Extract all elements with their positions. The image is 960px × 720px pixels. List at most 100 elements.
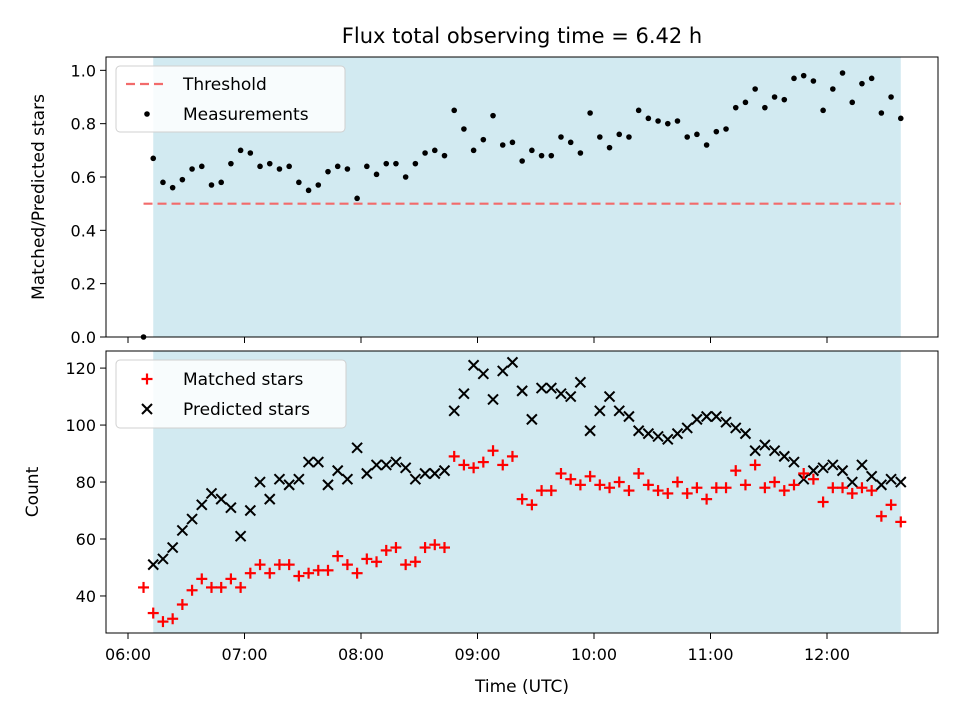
matched-star-point (788, 479, 800, 491)
predicted-star-point (234, 530, 247, 542)
matched-star-point (448, 450, 460, 462)
y-tick-label: 100 (65, 416, 96, 435)
measurement-point (645, 115, 652, 122)
matched-star-point (264, 567, 276, 579)
matched-star-point (837, 482, 849, 494)
predicted-star-point (497, 365, 509, 377)
predicted-star-point (739, 427, 752, 440)
measurement-point (859, 80, 865, 87)
measurement-point (635, 107, 642, 114)
predicted-star-point (827, 459, 839, 471)
measurement-point (878, 110, 885, 116)
matched-star-point (807, 473, 819, 485)
legend-plus-marker (141, 373, 153, 385)
predicted-star-point (254, 476, 266, 488)
predicted-star-point (399, 462, 412, 474)
y-tick-label: 0.0 (71, 328, 96, 347)
measurement-point (364, 163, 370, 170)
predicted-star-point (875, 479, 888, 491)
predicted-star-point (730, 422, 742, 434)
predicted-star-point (652, 430, 664, 443)
measurement-point (597, 134, 603, 140)
measurement-point (305, 187, 312, 194)
measurement-points (140, 70, 904, 340)
measurement-point (247, 150, 254, 156)
matched-star-point (526, 499, 538, 511)
ratio-panel: 0.0 0.2 0.4 0.6 0.8 1.0 Matched/Predicted sta… (29, 56, 939, 347)
predicted-star-point (186, 513, 198, 525)
measurement-point (470, 147, 477, 154)
matched-star-point (283, 559, 295, 571)
matched-star-point (739, 479, 751, 491)
predicted-star-point (351, 442, 363, 454)
matched-star-point (322, 564, 334, 576)
measurement-point (684, 134, 690, 140)
predicted-star-point (662, 433, 674, 446)
matched-star-point (429, 539, 441, 551)
predicted-star-point (166, 541, 179, 554)
predicted-star-point (671, 427, 684, 440)
predicted-star-point (361, 467, 373, 480)
measurement-point (480, 136, 487, 143)
matched-star-point (506, 450, 518, 462)
matched-star-point (555, 467, 567, 479)
measurement-point (694, 131, 700, 138)
matched-star-point (662, 487, 674, 499)
predicted-star-point (438, 464, 451, 477)
matched-star-point (361, 553, 373, 565)
measurement-point (286, 163, 292, 170)
measurement-point (771, 94, 778, 100)
predicted-star-point (574, 376, 587, 389)
measurement-point (868, 75, 875, 82)
matched-star-point (613, 476, 625, 488)
measurement-point (713, 128, 720, 135)
predicted-star-point (807, 464, 820, 477)
measurement-point (674, 118, 681, 124)
predicted-star-point (681, 422, 693, 434)
predicted-star-point (856, 459, 868, 471)
ratio-legend-box (115, 65, 346, 133)
matched-star-point (642, 479, 654, 491)
measurement-point (325, 168, 331, 175)
predicted-star-point (458, 388, 470, 400)
chart-title: Flux total observing time = 6.42 h (342, 24, 702, 48)
predicted-star-point (584, 425, 596, 437)
predicted-star-point (768, 444, 781, 457)
matched-star-point (749, 459, 761, 471)
predicted-star-point (749, 444, 761, 457)
ratio-panel-frame (105, 56, 939, 338)
predicted-star-point (594, 405, 606, 417)
measurement-point (499, 142, 506, 148)
matched-star-point (332, 550, 344, 562)
y-tick-label: 80 (76, 473, 96, 492)
matched-star-point (176, 599, 188, 611)
x-tick-label: 10:00 (571, 645, 617, 664)
predicted-star-point (322, 479, 334, 491)
predicted-star-point (506, 356, 519, 369)
matched-star-point (293, 570, 305, 582)
legend-predicted-swatch (141, 403, 153, 415)
matched-star-point (390, 542, 402, 554)
measurement-point (160, 179, 166, 186)
matched-star-point (244, 567, 256, 579)
matched-star-point (341, 559, 353, 571)
matched-star-point (584, 470, 596, 482)
matched-star-point (351, 567, 363, 579)
x-axis-label: Time (UTC) (474, 677, 569, 697)
measurement-point (810, 78, 817, 84)
measurement-point (441, 152, 448, 159)
measurement-point (606, 144, 613, 151)
measurement-point (703, 142, 710, 148)
y-tick-label: 120 (65, 359, 96, 378)
matched-star-point (419, 542, 431, 554)
predicted-star-point (244, 504, 257, 517)
y-tick-label: 0.8 (71, 115, 96, 134)
matched-star-point (623, 485, 635, 497)
matched-star-point (186, 584, 198, 596)
matched-star-point (856, 482, 868, 494)
measurement-point (461, 126, 467, 132)
predicted-star-point (196, 499, 208, 511)
matched-star-point (400, 559, 412, 571)
measurement-point (451, 107, 458, 114)
matched-star-point (671, 476, 683, 488)
